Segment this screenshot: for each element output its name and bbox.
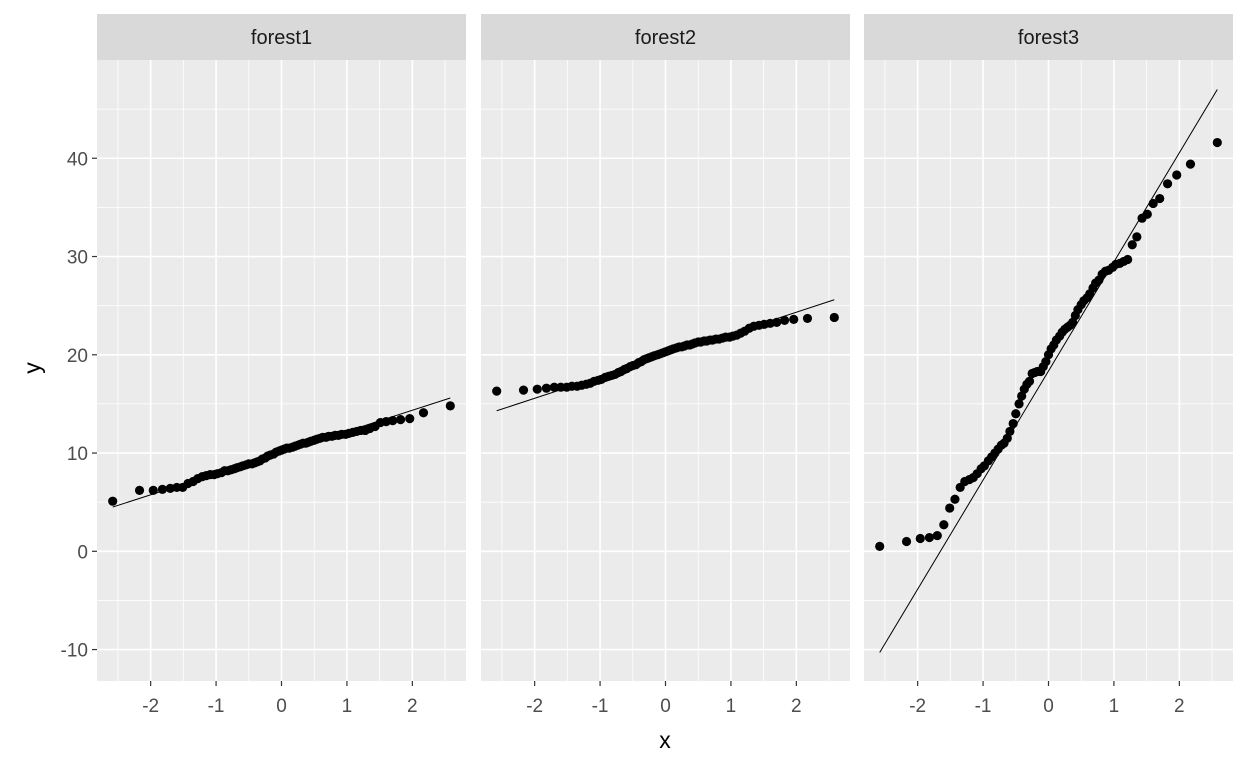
x-tick-label: 0 <box>1043 696 1054 717</box>
x-axis-title: x <box>659 727 671 753</box>
x-tick-label: 2 <box>791 696 802 717</box>
x-tick-label: -2 <box>142 696 159 717</box>
panel-data <box>875 89 1222 653</box>
qq-point <box>1162 179 1173 189</box>
qq-point <box>532 384 542 394</box>
qq-point <box>1148 198 1158 209</box>
qq-point <box>1212 137 1222 148</box>
y-tick-label: 30 <box>67 248 88 269</box>
panel-data <box>492 299 839 412</box>
y-tick-label: 10 <box>67 444 88 465</box>
x-tick-label: 2 <box>407 696 418 717</box>
x-tick-label: -2 <box>526 696 543 717</box>
qq-point <box>924 532 935 543</box>
qq-point <box>518 385 529 395</box>
qq-point <box>108 496 118 506</box>
facet-panel-forest1: forest1 <box>97 14 466 681</box>
qq-point <box>1024 376 1035 386</box>
qq-point <box>1123 254 1133 265</box>
qq-point <box>1142 209 1152 219</box>
qq-point <box>932 530 942 541</box>
facet-strip <box>97 14 466 60</box>
y-axis-title: y <box>19 362 45 374</box>
facet-panel-forest3: forest3 <box>864 14 1233 681</box>
x-tick-label: 1 <box>342 696 353 717</box>
qq-point <box>1185 159 1196 169</box>
qq-point <box>1127 240 1137 250</box>
qq-point <box>901 536 912 547</box>
facet-panel-forest2: forest2 <box>481 14 850 681</box>
facet-panels: forest1 forest2 forest3 <box>97 14 1233 681</box>
y-tick-label: -10 <box>61 641 88 662</box>
facet-strip <box>481 14 850 60</box>
x-tick-label: 0 <box>276 696 287 717</box>
panel-data <box>108 397 455 508</box>
x-tick-label: -1 <box>975 696 992 717</box>
x-tick-label: 0 <box>660 696 671 717</box>
qq-point <box>829 312 839 323</box>
qq-point <box>789 314 799 325</box>
qq-point <box>134 485 145 495</box>
x-tick-label: 1 <box>1109 696 1120 717</box>
qq-point <box>418 408 429 418</box>
x-axes: -2 -1 0 1 2 -2 -1 0 1 2 -2 -1 0 1 2 <box>142 681 1185 717</box>
qq-point <box>492 386 502 396</box>
facet-strip-label: forest1 <box>251 27 312 49</box>
qq-point <box>772 317 782 327</box>
qq-point <box>541 383 552 393</box>
y-tick-label: 40 <box>67 149 88 170</box>
x-tick-label: -1 <box>592 696 609 717</box>
facet-strip-label: forest3 <box>1018 27 1079 49</box>
qq-point <box>802 313 813 324</box>
y-axis: -10 0 10 20 30 40 <box>61 149 97 662</box>
x-tick-label: -1 <box>208 696 225 717</box>
y-tick-label: 20 <box>67 346 88 367</box>
x-tick-label: 1 <box>726 696 737 717</box>
qq-point <box>1132 232 1142 242</box>
x-tick-label: -2 <box>909 696 926 717</box>
y-tick-label: 0 <box>77 542 88 563</box>
qq-point <box>388 416 398 426</box>
x-tick-label: 2 <box>1174 696 1185 717</box>
qq-point <box>1155 193 1165 204</box>
qq-point <box>950 494 960 504</box>
facet-strip <box>864 14 1233 60</box>
qq-point <box>875 541 885 551</box>
qq-point <box>1011 409 1021 419</box>
qq-point <box>1172 170 1182 180</box>
qq-point <box>915 533 925 544</box>
qq-point <box>1014 399 1024 409</box>
qq-point <box>939 520 949 530</box>
qq-point <box>405 414 415 424</box>
qq-point <box>1005 426 1015 437</box>
qq-point <box>157 484 168 494</box>
qq-point <box>779 315 790 325</box>
qq-point <box>1008 418 1018 429</box>
qq-point <box>445 401 455 411</box>
qq-point <box>395 415 406 425</box>
facet-strip-label: forest2 <box>635 27 696 49</box>
qq-point <box>148 485 158 495</box>
qq-reference-line <box>879 89 1218 653</box>
qq-point <box>945 503 955 513</box>
qq-point <box>549 382 559 392</box>
